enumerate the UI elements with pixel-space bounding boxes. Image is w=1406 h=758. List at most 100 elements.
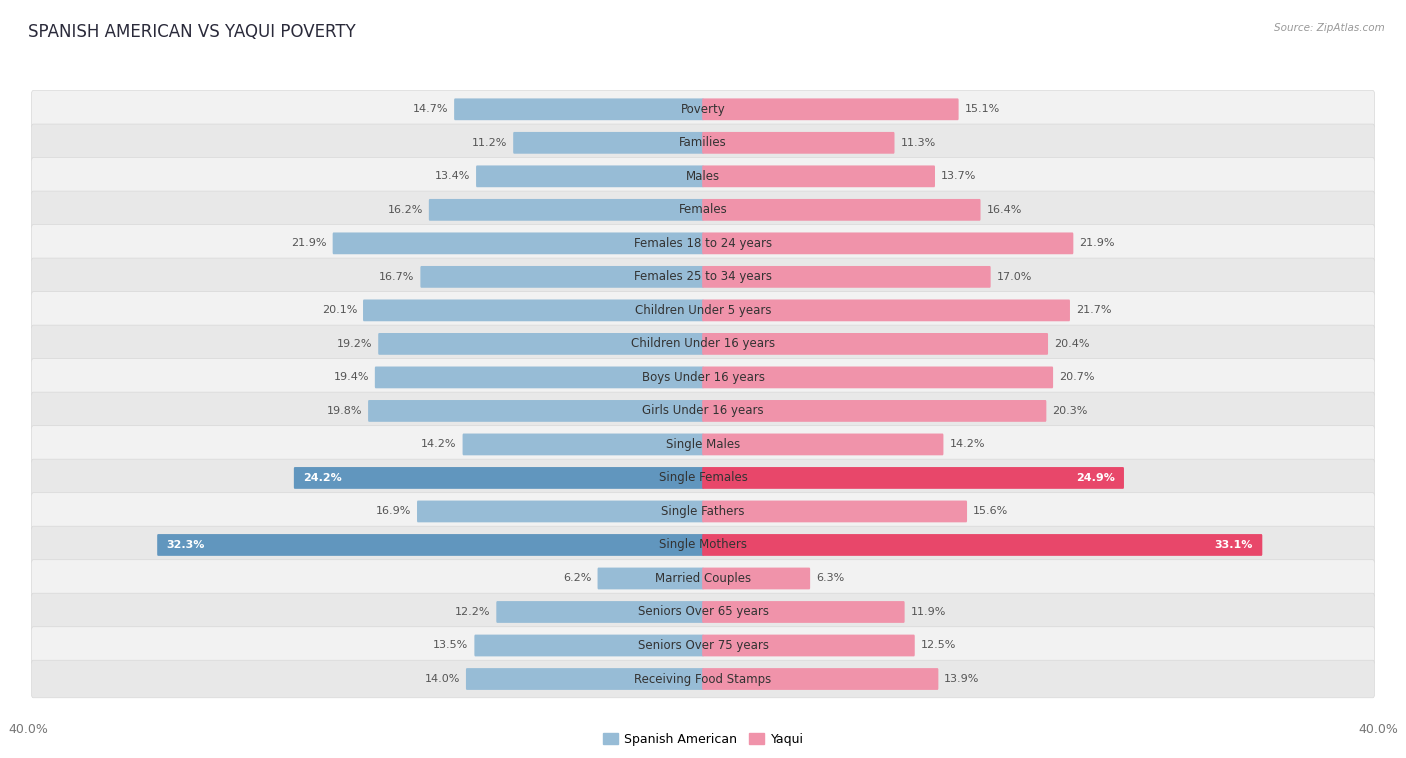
FancyBboxPatch shape [702, 367, 1053, 388]
FancyBboxPatch shape [31, 158, 1375, 195]
FancyBboxPatch shape [368, 400, 704, 421]
Text: 17.0%: 17.0% [997, 272, 1032, 282]
Text: Married Couples: Married Couples [655, 572, 751, 585]
FancyBboxPatch shape [454, 99, 704, 121]
Text: 13.9%: 13.9% [945, 674, 980, 684]
FancyBboxPatch shape [375, 367, 704, 388]
Text: 24.2%: 24.2% [304, 473, 342, 483]
FancyBboxPatch shape [420, 266, 704, 288]
Text: Single Females: Single Females [658, 471, 748, 484]
Text: 19.8%: 19.8% [326, 406, 363, 416]
FancyBboxPatch shape [31, 292, 1375, 329]
Text: 33.1%: 33.1% [1215, 540, 1253, 550]
FancyBboxPatch shape [31, 660, 1375, 698]
Text: 16.2%: 16.2% [388, 205, 423, 215]
Text: 13.4%: 13.4% [434, 171, 470, 181]
FancyBboxPatch shape [333, 233, 704, 254]
Text: Boys Under 16 years: Boys Under 16 years [641, 371, 765, 384]
Text: 20.7%: 20.7% [1059, 372, 1094, 382]
FancyBboxPatch shape [463, 434, 704, 456]
Text: 15.6%: 15.6% [973, 506, 1008, 516]
FancyBboxPatch shape [702, 299, 1070, 321]
Text: 14.7%: 14.7% [413, 105, 449, 114]
FancyBboxPatch shape [496, 601, 704, 623]
Text: 6.3%: 6.3% [815, 574, 844, 584]
Text: Females 18 to 24 years: Females 18 to 24 years [634, 236, 772, 250]
Text: Females 25 to 34 years: Females 25 to 34 years [634, 271, 772, 283]
Text: 13.7%: 13.7% [941, 171, 976, 181]
Text: 6.2%: 6.2% [564, 574, 592, 584]
Text: 11.9%: 11.9% [911, 607, 946, 617]
Text: Single Mothers: Single Mothers [659, 538, 747, 552]
Text: Single Fathers: Single Fathers [661, 505, 745, 518]
Text: 11.2%: 11.2% [472, 138, 508, 148]
FancyBboxPatch shape [513, 132, 704, 154]
Text: 21.9%: 21.9% [1080, 238, 1115, 249]
Text: Poverty: Poverty [681, 103, 725, 116]
Text: Children Under 16 years: Children Under 16 years [631, 337, 775, 350]
Text: Receiving Food Stamps: Receiving Food Stamps [634, 672, 772, 685]
Text: Source: ZipAtlas.com: Source: ZipAtlas.com [1274, 23, 1385, 33]
Text: Females: Females [679, 203, 727, 216]
FancyBboxPatch shape [702, 467, 1123, 489]
Text: 11.3%: 11.3% [900, 138, 935, 148]
FancyBboxPatch shape [31, 493, 1375, 530]
Text: 14.2%: 14.2% [422, 440, 457, 449]
FancyBboxPatch shape [598, 568, 704, 590]
FancyBboxPatch shape [31, 559, 1375, 597]
FancyBboxPatch shape [31, 90, 1375, 128]
FancyBboxPatch shape [429, 199, 704, 221]
Text: 32.3%: 32.3% [166, 540, 205, 550]
Text: Single Males: Single Males [666, 438, 740, 451]
Text: 12.2%: 12.2% [456, 607, 491, 617]
FancyBboxPatch shape [31, 359, 1375, 396]
Text: 16.4%: 16.4% [987, 205, 1022, 215]
FancyBboxPatch shape [465, 668, 704, 690]
Text: 21.9%: 21.9% [291, 238, 326, 249]
FancyBboxPatch shape [702, 132, 894, 154]
Text: 15.1%: 15.1% [965, 105, 1000, 114]
FancyBboxPatch shape [702, 500, 967, 522]
FancyBboxPatch shape [702, 534, 1263, 556]
FancyBboxPatch shape [31, 325, 1375, 362]
FancyBboxPatch shape [31, 258, 1375, 296]
FancyBboxPatch shape [378, 333, 704, 355]
Text: 19.4%: 19.4% [333, 372, 368, 382]
Text: SPANISH AMERICAN VS YAQUI POVERTY: SPANISH AMERICAN VS YAQUI POVERTY [28, 23, 356, 41]
FancyBboxPatch shape [31, 392, 1375, 430]
FancyBboxPatch shape [157, 534, 704, 556]
Text: Seniors Over 75 years: Seniors Over 75 years [637, 639, 769, 652]
FancyBboxPatch shape [31, 459, 1375, 496]
FancyBboxPatch shape [294, 467, 704, 489]
Text: 20.1%: 20.1% [322, 305, 357, 315]
Text: 19.2%: 19.2% [337, 339, 373, 349]
Text: Seniors Over 65 years: Seniors Over 65 years [637, 606, 769, 619]
Legend: Spanish American, Yaqui: Spanish American, Yaqui [598, 728, 808, 751]
FancyBboxPatch shape [418, 500, 704, 522]
FancyBboxPatch shape [702, 266, 991, 288]
FancyBboxPatch shape [363, 299, 704, 321]
Text: 14.2%: 14.2% [949, 440, 984, 449]
Text: 13.5%: 13.5% [433, 641, 468, 650]
Text: 24.9%: 24.9% [1076, 473, 1115, 483]
Text: 16.7%: 16.7% [380, 272, 415, 282]
FancyBboxPatch shape [31, 124, 1375, 161]
Text: 20.4%: 20.4% [1054, 339, 1090, 349]
FancyBboxPatch shape [702, 199, 980, 221]
FancyBboxPatch shape [702, 634, 915, 656]
FancyBboxPatch shape [702, 568, 810, 590]
FancyBboxPatch shape [702, 99, 959, 121]
Text: 16.9%: 16.9% [375, 506, 411, 516]
FancyBboxPatch shape [31, 426, 1375, 463]
FancyBboxPatch shape [702, 400, 1046, 421]
Text: 21.7%: 21.7% [1076, 305, 1111, 315]
Text: Children Under 5 years: Children Under 5 years [634, 304, 772, 317]
FancyBboxPatch shape [702, 601, 904, 623]
FancyBboxPatch shape [31, 594, 1375, 631]
Text: 20.3%: 20.3% [1052, 406, 1088, 416]
Text: Families: Families [679, 136, 727, 149]
FancyBboxPatch shape [31, 191, 1375, 229]
FancyBboxPatch shape [702, 333, 1047, 355]
Text: 14.0%: 14.0% [425, 674, 460, 684]
FancyBboxPatch shape [477, 165, 704, 187]
